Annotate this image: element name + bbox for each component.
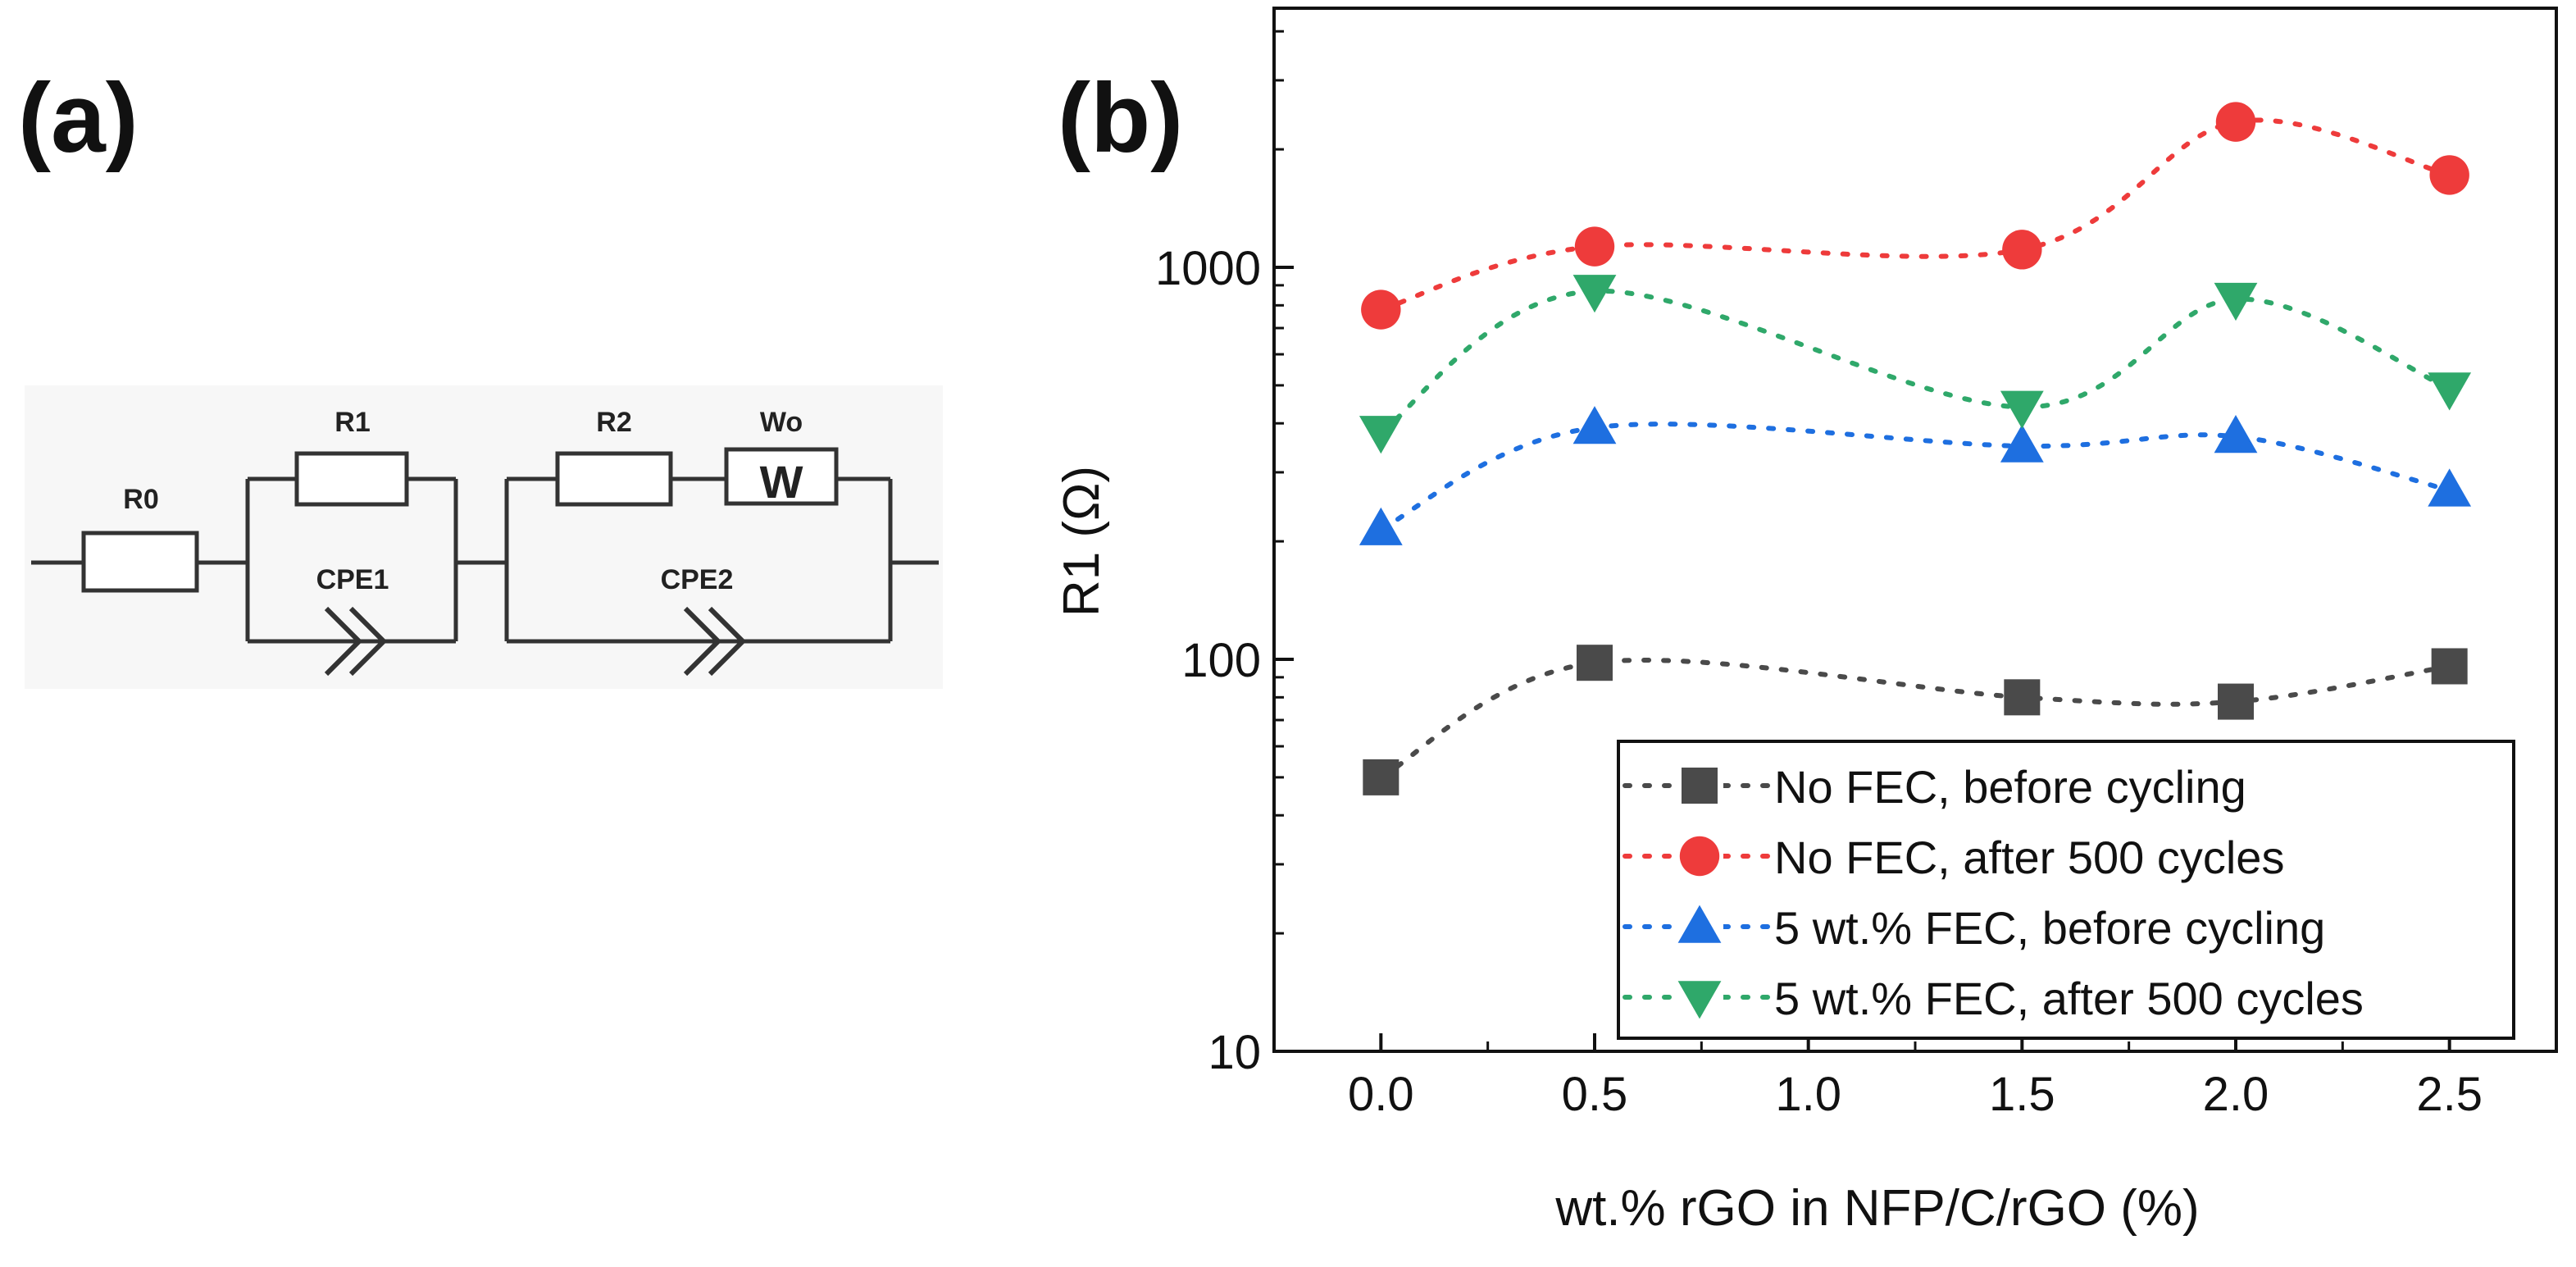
data-point [2429, 155, 2469, 195]
label-cpe2: CPE2 [661, 564, 734, 595]
legend-label: No FEC, before cycling [1774, 761, 2246, 813]
data-point [1577, 645, 1613, 681]
data-point [2215, 102, 2256, 142]
label-r2: R2 [596, 407, 631, 438]
legend-marker [1677, 905, 1722, 943]
series-4 [1359, 275, 2472, 454]
data-point [2000, 390, 2044, 429]
data-point [1361, 289, 1401, 330]
series-line [1378, 657, 2452, 780]
legend-label: 5 wt.% FEC, after 500 cycles [1774, 973, 2364, 1024]
legend: No FEC, before cycling No FEC, after 500 … [1617, 740, 2515, 1040]
series-line [1378, 288, 2452, 435]
legend-label: No FEC, after 500 cycles [1774, 832, 2284, 883]
legend-marker [1682, 768, 1718, 804]
x-tick-label: 1.5 [1989, 1068, 2055, 1121]
data-point [1572, 275, 1617, 313]
series-3 [1359, 406, 2472, 545]
data-point [2214, 414, 2258, 453]
y-axis-label: R1 (Ω) [1054, 466, 1110, 617]
x-tick-label: 1.0 [1775, 1068, 1841, 1121]
legend-box [1617, 740, 2515, 1040]
resistor-r1 [294, 451, 409, 507]
data-point [2002, 230, 2042, 270]
chart-b: 0.0 0.5 1.0 1.5 2.0 2.5 10 100 1000 wt.% rGO in … [1054, 7, 2558, 1237]
data-point [1359, 416, 1403, 454]
data-point [1574, 226, 1615, 267]
legend-marker [1679, 836, 1720, 877]
panel-b-label: (b) [1058, 63, 1183, 173]
legend-label: 5 wt.% FEC, before cycling [1774, 902, 2325, 954]
data-point [1363, 759, 1400, 795]
data-point [2218, 683, 2254, 720]
data-point [2004, 679, 2041, 716]
resistor-r2 [555, 451, 673, 507]
x-tick-label: 0.0 [1348, 1068, 1414, 1121]
data-point [2428, 468, 2472, 507]
series-line [1378, 117, 2452, 312]
panel-a-label: (a) [18, 63, 139, 173]
data-point [1572, 406, 1617, 444]
data-point [2000, 424, 2044, 463]
label-cpe1: CPE1 [316, 564, 389, 595]
data-point [2214, 282, 2258, 321]
x-axis-label: wt.% rGO in NFP/C/rGO (%) [1554, 1180, 2199, 1237]
x-tick-label: 0.5 [1562, 1068, 1628, 1121]
data-point [2428, 372, 2472, 411]
label-r0: R0 [123, 484, 158, 515]
y-tick-label: 10 [1208, 1026, 1261, 1079]
y-tick-label: 1000 [1155, 242, 1261, 295]
legend-marker [1677, 981, 1722, 1019]
warburg-element [724, 447, 839, 506]
series-2 [1361, 102, 2469, 330]
data-point [1359, 507, 1403, 545]
series-line [1378, 422, 2452, 532]
y-tick-label: 100 [1181, 634, 1261, 687]
circuit-diagram: R0 R1 CPE1 R2 Wo CPE2 W [25, 385, 943, 689]
series-1 [1363, 645, 2468, 795]
cpe2-chevron-a [683, 606, 722, 677]
cpe1-chevron-a [324, 606, 363, 677]
x-tick-label: 2.0 [2203, 1068, 2269, 1121]
cpe1-chevron-b [348, 606, 388, 677]
x-tick-label: 2.5 [2416, 1068, 2483, 1121]
resistor-r0 [81, 531, 199, 593]
label-r1: R1 [335, 407, 370, 438]
label-wo: Wo [760, 407, 803, 438]
data-point [2431, 648, 2468, 685]
cpe2-chevron-b [708, 606, 747, 677]
warburg-symbol: W [760, 456, 803, 508]
